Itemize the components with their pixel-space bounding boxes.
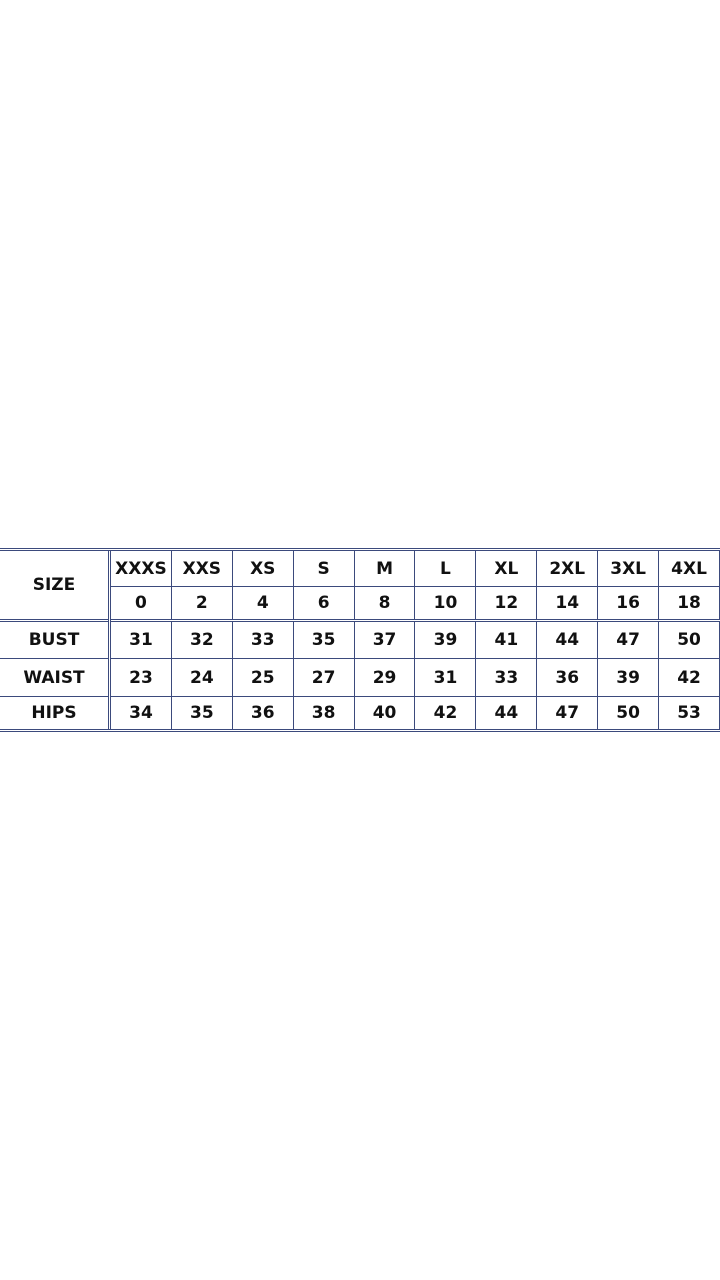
letter-size-cell: XL <box>476 551 538 586</box>
waist-value-cell: 27 <box>294 659 355 696</box>
bust-value-cell: 32 <box>172 622 233 658</box>
bust-value-cell: 44 <box>537 622 599 658</box>
bust-value-cell: 50 <box>659 622 720 658</box>
row-labels-column: SIZE BUST WAIST HIPS <box>0 551 111 729</box>
hips-value-cell: 47 <box>537 697 599 729</box>
waist-value-cell: 33 <box>476 659 538 696</box>
hips-value-cell: 53 <box>659 697 720 729</box>
numeric-size-cell: 10 <box>416 586 477 619</box>
letter-size-cell: XS <box>233 551 294 586</box>
hips-value-cell: 38 <box>294 697 355 729</box>
row-divider <box>0 658 108 659</box>
numeric-size-cell: 18 <box>659 586 720 619</box>
row-divider <box>0 696 108 697</box>
bust-value-cell: 39 <box>416 622 477 658</box>
row-divider <box>111 586 720 587</box>
bust-value-cell: 41 <box>476 622 538 658</box>
hips-value-cell: 40 <box>355 697 416 729</box>
letter-size-cell: 4XL <box>659 551 720 586</box>
row-label-waist: WAIST <box>23 667 85 688</box>
row-label-hips: HIPS <box>31 703 77 723</box>
numeric-size-cell: 14 <box>537 586 599 619</box>
letter-size-cell: M <box>355 551 416 586</box>
waist-value-cell: 23 <box>111 659 172 696</box>
bust-value-cell: 31 <box>111 622 172 658</box>
hips-value-cell: 34 <box>111 697 172 729</box>
header-divider <box>0 619 108 622</box>
letter-size-cell: 2XL <box>537 551 599 586</box>
row-divider <box>111 658 720 659</box>
hips-value-cell: 36 <box>233 697 294 729</box>
letter-size-cell: 3XL <box>598 551 660 586</box>
letter-size-cell: S <box>294 551 355 586</box>
size-chart-table: SIZE BUST WAIST HIPS XXXS XXS XS S M L XL 2XL 3X… <box>0 548 720 732</box>
row-divider <box>111 696 720 697</box>
waist-value-cell: 39 <box>598 659 660 696</box>
numeric-size-cell: 16 <box>598 586 660 619</box>
numeric-size-cell: 8 <box>355 586 416 619</box>
hips-value-cell: 44 <box>476 697 538 729</box>
bust-value-cell: 47 <box>598 622 660 658</box>
numeric-size-cell: 4 <box>233 586 294 619</box>
bust-value-cell: 35 <box>294 622 355 658</box>
row-divider <box>111 619 720 622</box>
size-values-grid: XXXS XXS XS S M L XL 2XL 3XL 4XL 0 2 4 6 8 10 12 14 16 18 31… <box>111 551 720 729</box>
waist-value-cell: 24 <box>172 659 233 696</box>
size-header-label: SIZE <box>32 575 76 595</box>
hips-value-cell: 50 <box>598 697 660 729</box>
numeric-size-cell: 12 <box>476 586 538 619</box>
letter-size-cell: XXS <box>172 551 233 586</box>
hips-value-cell: 42 <box>416 697 477 729</box>
waist-value-cell: 29 <box>355 659 416 696</box>
numeric-size-cell: 6 <box>294 586 355 619</box>
letter-size-cell: L <box>416 551 477 586</box>
waist-value-cell: 36 <box>537 659 599 696</box>
letter-size-cell: XXXS <box>111 551 172 586</box>
waist-value-cell: 42 <box>659 659 720 696</box>
hips-value-cell: 35 <box>172 697 233 729</box>
numeric-size-cell: 2 <box>172 586 233 619</box>
bust-value-cell: 33 <box>233 622 294 658</box>
waist-value-cell: 25 <box>233 659 294 696</box>
bust-value-cell: 37 <box>355 622 416 658</box>
waist-value-cell: 31 <box>416 659 477 696</box>
numeric-size-cell: 0 <box>111 586 172 619</box>
row-label-bust: BUST <box>28 630 80 650</box>
